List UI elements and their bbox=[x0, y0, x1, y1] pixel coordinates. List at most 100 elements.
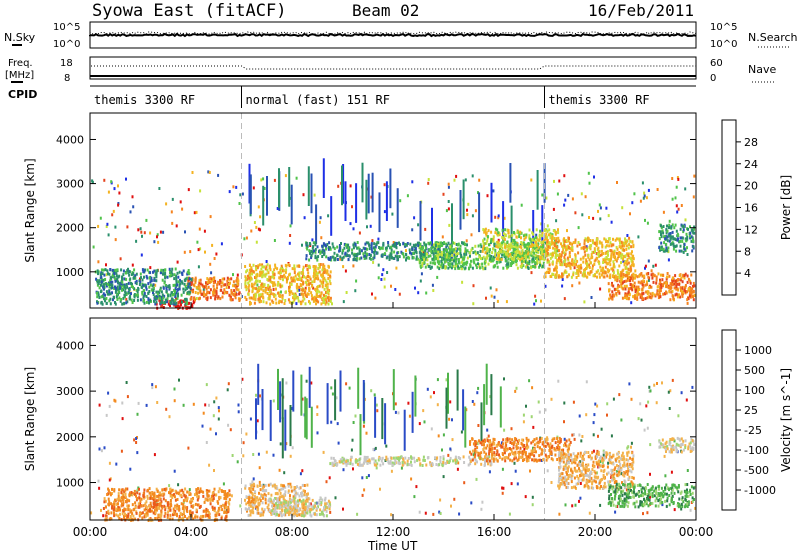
heatmap-cell bbox=[306, 267, 309, 271]
heatmap-cell bbox=[604, 245, 607, 249]
heatmap-cell bbox=[627, 290, 630, 294]
heatmap-cell bbox=[167, 510, 170, 514]
heatmap-cell bbox=[111, 492, 113, 495]
heatmap-cell bbox=[434, 251, 437, 254]
heatmap-cell bbox=[507, 254, 510, 258]
nsky-trace bbox=[89, 32, 697, 38]
heatmap-cell bbox=[579, 263, 582, 267]
heatmap-cell bbox=[514, 469, 517, 473]
heatmap-cell bbox=[402, 255, 405, 259]
heatmap-cell bbox=[146, 494, 149, 498]
heatmap-cell bbox=[416, 257, 419, 261]
heatmap-cell bbox=[526, 247, 529, 251]
heatmap-cell bbox=[329, 274, 332, 278]
heatmap-cell bbox=[421, 252, 424, 256]
heatmap-cell bbox=[151, 284, 154, 288]
heatmap-cell bbox=[133, 293, 136, 297]
heatmap-cell bbox=[266, 263, 269, 267]
heatmap-cell bbox=[570, 248, 573, 252]
heatmap-cell bbox=[530, 251, 533, 255]
heatmap-cell bbox=[212, 414, 215, 418]
heatmap-cell bbox=[482, 242, 485, 245]
heatmap-cell bbox=[519, 230, 522, 234]
heatmap-cell bbox=[176, 288, 179, 292]
heatmap-cell bbox=[563, 203, 566, 207]
heatmap-cell bbox=[154, 283, 157, 287]
heatmap-cell bbox=[322, 293, 325, 297]
heatmap-cell bbox=[208, 463, 211, 467]
heatmap-cell bbox=[325, 480, 328, 484]
heatmap-cell bbox=[380, 278, 383, 281]
heatmap-cell bbox=[680, 289, 683, 293]
heatmap-cell bbox=[314, 241, 317, 245]
heatmap-cell bbox=[257, 363, 260, 405]
heatmap-cell bbox=[515, 386, 518, 390]
heatmap-cell bbox=[492, 258, 495, 262]
heatmap-cell bbox=[268, 264, 271, 268]
heatmap-cell bbox=[531, 495, 534, 499]
heatmap-cell bbox=[588, 266, 591, 270]
heatmap-cell bbox=[269, 292, 272, 295]
heatmap-cell bbox=[130, 292, 132, 296]
heatmap-cell bbox=[587, 254, 590, 257]
heatmap-cell bbox=[610, 473, 613, 477]
heatmap-cell bbox=[207, 494, 210, 498]
heatmap-cell bbox=[365, 256, 368, 260]
heatmap-cell bbox=[485, 296, 487, 300]
heatmap-cell bbox=[308, 286, 311, 290]
heatmap-cell bbox=[655, 275, 658, 279]
heatmap-cell bbox=[419, 261, 422, 265]
heatmap-cell bbox=[206, 277, 209, 281]
heatmap-cell bbox=[310, 294, 313, 298]
heatmap-cell bbox=[151, 383, 154, 387]
heatmap-cell bbox=[188, 493, 191, 496]
heatmap-cell bbox=[192, 290, 194, 294]
heatmap-cell bbox=[529, 237, 532, 241]
heatmap-cell bbox=[627, 252, 630, 256]
heatmap-cell bbox=[395, 266, 398, 270]
heatmap-cell bbox=[102, 268, 105, 272]
heatmap-cell bbox=[535, 299, 537, 303]
heatmap-cell bbox=[199, 189, 202, 193]
heatmap-cell bbox=[497, 214, 500, 218]
heatmap-cell bbox=[495, 257, 498, 261]
heatmap-cell bbox=[582, 256, 585, 260]
heatmap-cell bbox=[546, 270, 548, 274]
heatmap-cell bbox=[386, 271, 389, 274]
heatmap-cell bbox=[193, 297, 195, 301]
heatmap-cell bbox=[686, 274, 689, 278]
heatmap-cell bbox=[289, 196, 292, 200]
heatmap-cell bbox=[267, 271, 270, 275]
heatmap-cell bbox=[156, 292, 159, 296]
heatmap-cell bbox=[320, 236, 323, 240]
heatmap-cell bbox=[466, 260, 469, 264]
heatmap-cell bbox=[636, 296, 639, 300]
heatmap-cell bbox=[176, 506, 179, 510]
heatmap-cell bbox=[535, 228, 538, 232]
heatmap-cell bbox=[530, 178, 533, 182]
heatmap-cell bbox=[647, 188, 650, 192]
heatmap-cell bbox=[278, 468, 281, 472]
heatmap-cell bbox=[516, 231, 519, 235]
heatmap-cell bbox=[103, 178, 106, 182]
heatmap-cell bbox=[371, 239, 374, 243]
heatmap-cell bbox=[175, 284, 178, 288]
heatmap-cell bbox=[518, 235, 521, 239]
heatmap-cell bbox=[376, 409, 379, 413]
heatmap-cell bbox=[234, 291, 237, 295]
heatmap-cell bbox=[164, 284, 167, 288]
heatmap-cell bbox=[557, 258, 560, 262]
heatmap-cell bbox=[114, 399, 117, 403]
heatmap-cell bbox=[171, 267, 174, 271]
heatmap-cell bbox=[154, 295, 156, 299]
heatmap-cell bbox=[544, 284, 547, 288]
heatmap-cell bbox=[657, 296, 660, 300]
heatmap-cell bbox=[141, 292, 144, 296]
heatmap-cell bbox=[324, 243, 326, 247]
heatmap-cell bbox=[236, 284, 239, 288]
heatmap-cell bbox=[323, 251, 326, 255]
heatmap-cell bbox=[402, 252, 405, 256]
heatmap-cell bbox=[543, 241, 546, 245]
heatmap-cell bbox=[107, 391, 110, 395]
heatmap-cell bbox=[616, 269, 619, 273]
